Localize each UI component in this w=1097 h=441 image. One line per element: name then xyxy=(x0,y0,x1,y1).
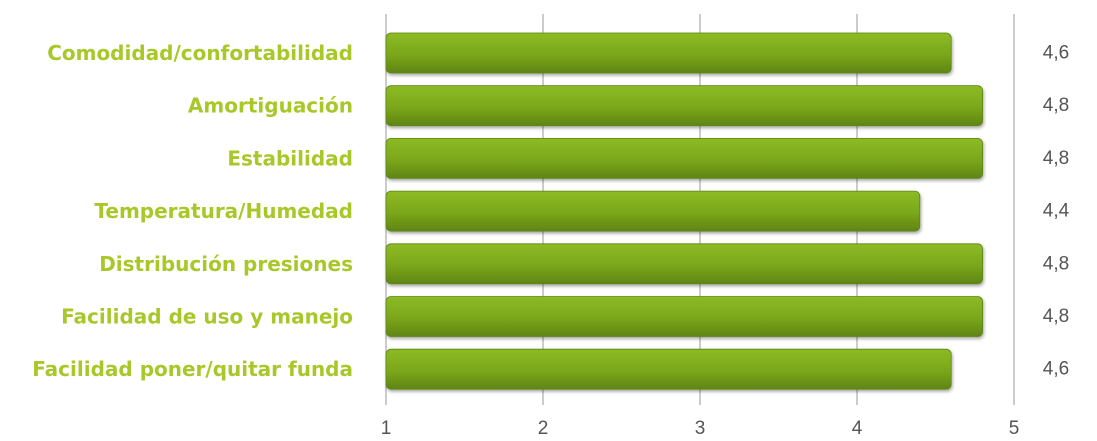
value-label: 4,8 xyxy=(1043,253,1069,274)
bar xyxy=(385,296,983,337)
category-label: Distribución presiones xyxy=(99,252,353,276)
category-labels: Comodidad/confortabilidad Amortiguación Es… xyxy=(32,41,353,381)
x-tick-label: 3 xyxy=(695,418,706,439)
value-labels: 4,6 4,8 4,8 4,4 4,8 4,8 4,6 xyxy=(1043,43,1070,380)
bars xyxy=(385,32,983,390)
value-label: 4,6 xyxy=(1043,359,1069,380)
bar xyxy=(385,348,952,390)
x-axis-ticks: 1 2 3 4 5 xyxy=(381,418,1020,439)
bar xyxy=(385,243,983,285)
category-label: Facilidad de uso y manejo xyxy=(61,305,353,329)
bar xyxy=(385,190,921,232)
value-label: 4,4 xyxy=(1043,201,1070,222)
value-label: 4,8 xyxy=(1043,306,1069,327)
value-label: 4,8 xyxy=(1043,95,1069,116)
x-tick-label: 1 xyxy=(381,418,392,439)
category-label: Facilidad poner/quitar funda xyxy=(32,357,353,381)
x-tick-label: 2 xyxy=(538,418,549,439)
category-label: Estabilidad xyxy=(227,146,353,170)
x-tick-label: 5 xyxy=(1009,418,1020,439)
category-label: Comodidad/confortabilidad xyxy=(47,41,353,65)
value-label: 4,6 xyxy=(1043,43,1069,64)
bar xyxy=(385,137,983,179)
category-label: Amortiguación xyxy=(188,94,353,118)
category-label: Temperatura/Humedad xyxy=(94,199,353,223)
bar xyxy=(385,32,952,74)
x-tick-label: 4 xyxy=(852,418,863,439)
bar xyxy=(385,85,983,127)
value-label: 4,8 xyxy=(1043,148,1069,169)
